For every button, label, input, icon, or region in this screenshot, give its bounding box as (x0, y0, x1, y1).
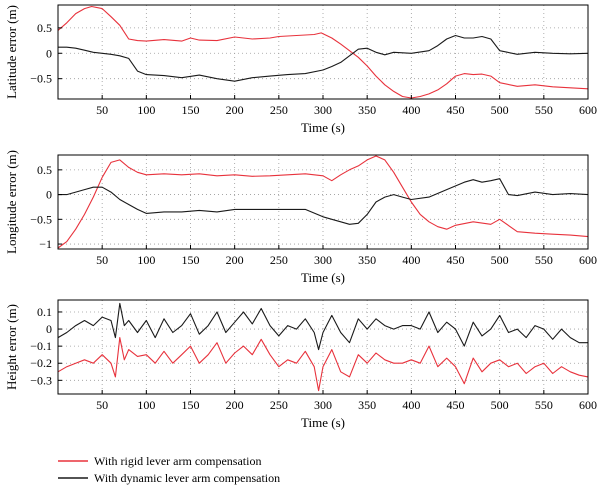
longitude-y-tick-label: 0.5 (37, 163, 52, 177)
latitude-x-tick-label: 350 (358, 103, 376, 117)
height-x-tick-label: 200 (226, 398, 244, 412)
height-y-tick-label: −0.3 (30, 373, 52, 387)
height-x-tick-label: 300 (314, 398, 332, 412)
latitude-x-tick-label: 300 (314, 103, 332, 117)
height-x-tick-label: 400 (402, 398, 420, 412)
latitude-y-tick-label: 0.5 (37, 21, 52, 35)
longitude-panel: 50 100 150 200 250 300 350 400 450 500 550 600 0.5 0 −… (4, 150, 597, 285)
latitude-x-tick-label: 600 (579, 103, 597, 117)
longitude-x-tick-label: 150 (182, 253, 200, 267)
panels: 50 100 150 200 250 300 350 400 450 500 550 6000.50−… (4, 4, 597, 430)
height-x-tick-label: 150 (182, 398, 200, 412)
height-y-tick-label: 0.1 (37, 305, 52, 319)
longitude-x-tick-label: 400 (402, 253, 420, 267)
height-plot-frame (57, 299, 589, 395)
height-x-axis-label: Time (s) (301, 415, 345, 430)
longitude-x-tick-label: 600 (579, 253, 597, 267)
legend-label-dynamic: With dynamic lever arm compensation (94, 471, 280, 485)
latitude-series-rigid (57, 5, 589, 99)
longitude-x-tick-label: 550 (535, 253, 553, 267)
height-y-tick-label: −0.2 (30, 356, 52, 370)
longitude-x-axis-label: Time (s) (301, 270, 345, 285)
latitude-panel: 50 100 150 200 250 300 350 400 450 500 550 600 0.5 0 −… (4, 4, 597, 135)
height-y-tick-label: −0.1 (30, 339, 52, 353)
latitude-x-tick-label: 200 (226, 103, 244, 117)
longitude-series-rigid (57, 155, 589, 249)
height-x-tick-label: 100 (137, 398, 155, 412)
latitude-x-tick-label: 100 (137, 103, 155, 117)
longitude-x-tick-label: 500 (491, 253, 509, 267)
height-x-tick-label: 550 (535, 398, 553, 412)
height-x-tick-label: 350 (358, 398, 376, 412)
height-series-dynamic (57, 302, 588, 351)
longitude-x-tick-label: 200 (226, 253, 244, 267)
height-y-tick-label: 0 (46, 322, 52, 336)
longitude-y-tick-label: −1 (39, 237, 52, 251)
latitude-x-tick-label: 250 (270, 103, 288, 117)
legend: With rigid lever arm compensation With d… (58, 454, 280, 485)
height-series-rigid (57, 337, 589, 392)
longitude-y-axis-label: Longitude error (m) (4, 150, 19, 254)
longitude-x-tick-label: 250 (270, 253, 288, 267)
height-y-axis-label: Height error (m) (4, 304, 19, 390)
latitude-x-tick-label: 400 (402, 103, 420, 117)
longitude-series-dynamic (58, 178, 589, 225)
longitude-x-tick-label: 350 (358, 253, 376, 267)
latitude-x-tick-label: 50 (96, 103, 108, 117)
latitude-y-tick-label: 0 (46, 46, 52, 60)
latitude-series-dynamic (58, 34, 589, 82)
latitude-x-tick-label: 500 (491, 103, 509, 117)
height-x-tick-label: 250 (270, 398, 288, 412)
latitude-x-tick-label: 450 (447, 103, 465, 117)
latitude-x-tick-label: 150 (182, 103, 200, 117)
latitude-x-axis-label: Time (s) (301, 120, 345, 135)
latitude-y-axis-label: Latitude error (m) (4, 5, 19, 99)
longitude-x-tick-label: 50 (96, 253, 108, 267)
height-x-tick-label: 600 (579, 398, 597, 412)
height-panel: 50 100 150 200 250 300 350 400 450 500 550 600 0.1 0 −… (4, 299, 597, 430)
height-x-tick-label: 450 (447, 398, 465, 412)
longitude-x-tick-label: 450 (447, 253, 465, 267)
longitude-y-tick-label: 0 (46, 188, 52, 202)
latitude-y-tick-label: −0.5 (30, 72, 52, 86)
legend-label-rigid: With rigid lever arm compensation (94, 454, 261, 468)
height-x-tick-label: 500 (491, 398, 509, 412)
longitude-plot-frame (57, 154, 589, 250)
height-x-tick-label: 50 (96, 398, 108, 412)
longitude-y-tick-label: −0.5 (30, 212, 52, 226)
latitude-x-tick-label: 550 (535, 103, 553, 117)
longitude-x-tick-label: 300 (314, 253, 332, 267)
longitude-x-tick-label: 100 (137, 253, 155, 267)
